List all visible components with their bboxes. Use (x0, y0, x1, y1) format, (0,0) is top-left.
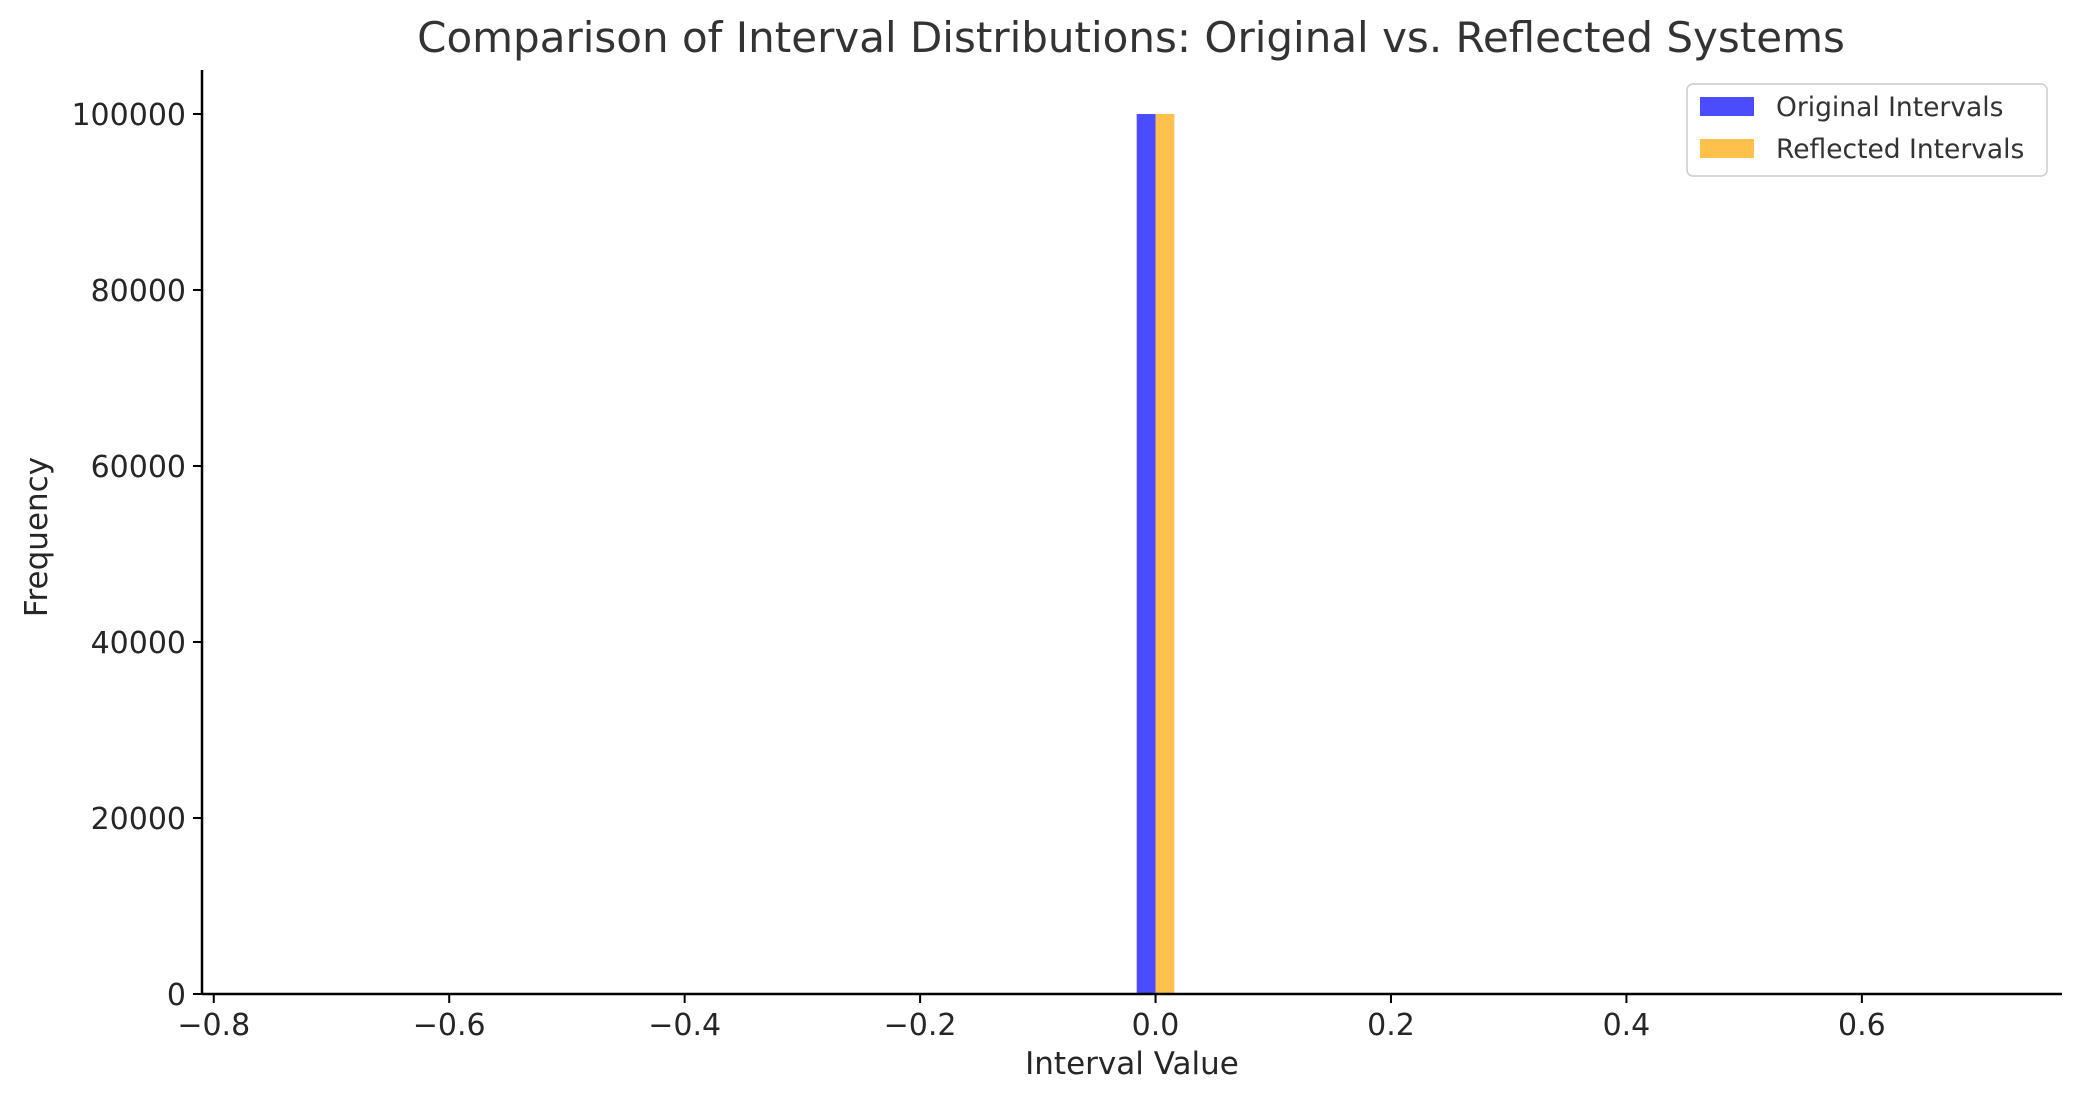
bar-original-0 (1136, 114, 1156, 994)
x-tick-label: −0.6 (413, 1008, 486, 1043)
bars-layer (1136, 114, 1175, 994)
legend-label-reflected: Reflected Intervals (1776, 134, 2024, 165)
x-tick-label: 0.0 (1132, 1008, 1180, 1043)
y-axis-label: Frequency (19, 457, 55, 617)
chart-title: Comparison of Interval Distributions: Or… (417, 13, 1845, 62)
y-tick-label: 0 (167, 978, 186, 1013)
legend-swatch-reflected (1700, 139, 1754, 158)
x-tick-label: −0.4 (648, 1008, 721, 1043)
x-axis-label: Interval Value (1025, 1046, 1239, 1082)
x-tick-label: 0.6 (1838, 1008, 1886, 1043)
y-tick-label: 100000 (71, 98, 186, 133)
y-ticks: 0 20000 40000 60000 80000 100000 (71, 98, 202, 1013)
x-tick-label: −0.8 (177, 1008, 250, 1043)
axes (200, 70, 2062, 996)
x-tick-label: 0.2 (1367, 1008, 1415, 1043)
legend-frame (1686, 83, 2048, 177)
x-ticks: −0.8 −0.6 −0.4 −0.2 0.0 0.2 0.4 0.6 (177, 994, 1886, 1043)
legend-swatch-original (1700, 97, 1754, 116)
legend-label-original: Original Intervals (1776, 92, 2003, 123)
bar-reflected-0 (1155, 114, 1175, 994)
legend: Original Intervals Reflected Intervals (1686, 83, 2048, 177)
y-tick-label: 40000 (91, 626, 186, 661)
y-tick-label: 60000 (91, 450, 186, 485)
y-tick-label: 20000 (91, 802, 186, 837)
x-tick-label: −0.2 (884, 1008, 957, 1043)
y-tick-label: 80000 (91, 274, 186, 309)
x-tick-label: 0.4 (1603, 1008, 1651, 1043)
